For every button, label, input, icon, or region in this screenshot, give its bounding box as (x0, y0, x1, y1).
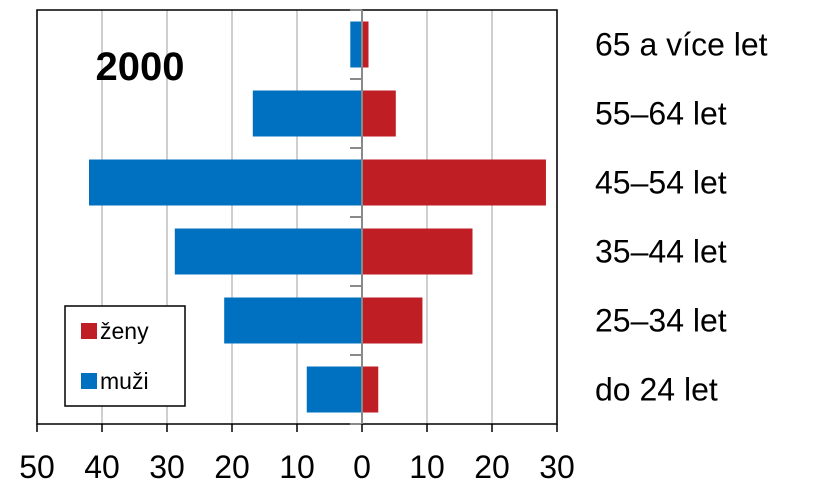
bar-ženy-5 (362, 21, 369, 68)
bar-muži-2 (174, 228, 362, 275)
bar-muži-4 (252, 90, 362, 137)
bar-muži-1 (224, 297, 362, 344)
bar-ženy-0 (362, 366, 379, 413)
x-tick-label: 20 (214, 449, 250, 485)
bar-muži-5 (350, 21, 362, 68)
x-tick-label: 30 (539, 449, 575, 485)
legend-label: ženy (100, 318, 149, 344)
bars (89, 21, 546, 413)
gridlines (36, 10, 558, 424)
axes (36, 9, 558, 432)
bar-ženy-2 (362, 228, 473, 275)
category-label: 35–44 let (595, 234, 727, 270)
x-tick-label: 10 (409, 449, 445, 485)
bar-muži-3 (89, 159, 362, 206)
legend-label: muži (100, 368, 149, 394)
category-label: 25–34 let (595, 303, 727, 339)
legend-box (64, 305, 186, 407)
x-tick-label: 50 (19, 449, 55, 485)
bar-ženy-3 (362, 159, 546, 206)
category-label: 45–54 let (595, 165, 727, 201)
x-tick-label: 20 (474, 449, 510, 485)
chart-title: 2000 (96, 45, 185, 89)
x-tick-label: 30 (149, 449, 185, 485)
bar-ženy-1 (362, 297, 423, 344)
category-label: do 24 let (595, 372, 718, 408)
category-label: 55–64 let (595, 96, 727, 132)
bar-muži-0 (306, 366, 362, 413)
legend: ženy muži (64, 305, 186, 407)
x-tick-label: 10 (279, 449, 315, 485)
category-label: 65 a více let (595, 27, 768, 63)
category-labels: do 24 let 25–34 let 35–44 let 45–54 let 55–6… (595, 27, 768, 408)
bar-ženy-4 (362, 90, 396, 137)
x-tick-label: 0 (353, 449, 371, 485)
x-tick-labels: 50 40 30 20 10 0 10 20 30 (19, 449, 575, 485)
legend-swatch-ženy (81, 323, 97, 339)
x-tick-label: 40 (84, 449, 120, 485)
legend-swatch-muži (81, 373, 97, 389)
